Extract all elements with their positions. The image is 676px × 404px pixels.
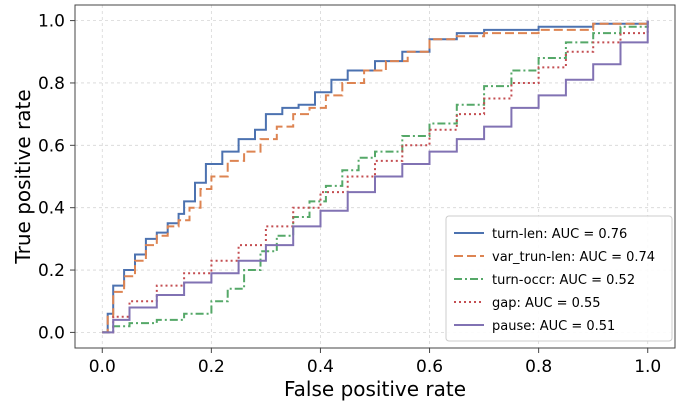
legend-label-3: gap: AUC = 0.55 xyxy=(492,296,601,311)
legend-label-1: var_trun-len: AUC = 0.74 xyxy=(492,250,655,265)
y-axis-label: True positive rate xyxy=(11,89,35,264)
x-tick-label: 0.8 xyxy=(525,357,552,377)
legend-label-4: pause: AUC = 0.51 xyxy=(492,319,615,334)
y-tick-label: 0.6 xyxy=(38,136,65,156)
legend-box xyxy=(445,215,673,342)
y-tick-label: 0.2 xyxy=(38,261,65,281)
x-tick-label: 0.6 xyxy=(416,357,443,377)
x-axis-label: False positive rate xyxy=(284,377,466,401)
series-group xyxy=(102,20,649,334)
series-line-4 xyxy=(102,20,649,334)
plot-frame xyxy=(74,4,676,349)
y-tick-label: 1.0 xyxy=(38,12,65,32)
legend-label-0: turn-len: AUC = 0.76 xyxy=(492,227,627,242)
x-tick-label: 0.2 xyxy=(198,357,225,377)
x-tick-label: 1.0 xyxy=(634,357,661,377)
x-axis-ticks: 0.0 0.2 0.4 0.6 0.8 1.0 xyxy=(89,348,661,377)
legend-label-2: turn-occr: AUC = 0.52 xyxy=(492,273,635,288)
series-line-2 xyxy=(102,20,649,334)
y-tick-label: 0.4 xyxy=(38,199,65,219)
x-tick-label: 0.0 xyxy=(89,357,116,377)
series-line-1 xyxy=(102,20,649,334)
y-axis-ticks: 0.0 0.2 0.4 0.6 0.8 1.0 xyxy=(38,12,75,343)
legend: turn-len: AUC = 0.76 var_trun-len: AUC = … xyxy=(445,215,673,342)
y-tick-label: 0.8 xyxy=(38,74,65,94)
y-tick-label: 0.0 xyxy=(38,323,65,343)
x-tick-label: 0.4 xyxy=(307,357,334,377)
